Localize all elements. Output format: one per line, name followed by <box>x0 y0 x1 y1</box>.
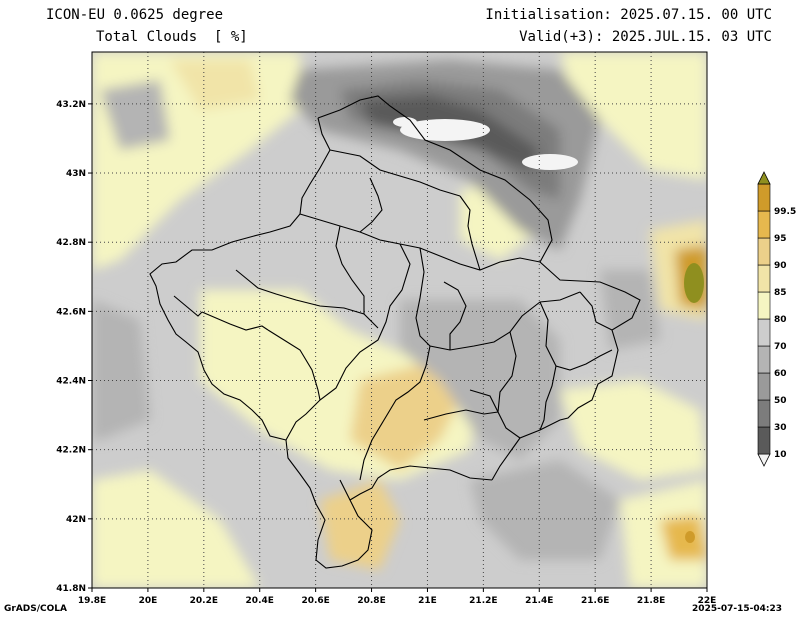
colorbar-swatch <box>757 318 771 347</box>
y-tick-label: 42.4N <box>56 377 86 387</box>
peak-cloud-patch <box>685 531 695 543</box>
clear-sky-patch <box>400 119 490 141</box>
x-tick-label: 21.8E <box>637 596 665 606</box>
map-title: ICON-EU 0.0625 degree <box>46 7 224 23</box>
colorbar-swatch <box>757 237 771 266</box>
initialisation-time: Initialisation: 2025.07.15. 00 UTC <box>485 7 772 23</box>
colorbar-swatch <box>757 426 771 455</box>
colorbar-swatch <box>757 264 771 293</box>
y-tick-label: 42.8N <box>56 238 86 248</box>
administrative-boundaries <box>149 95 641 569</box>
x-tick-label: 21.4E <box>525 596 553 606</box>
cloud-field <box>92 52 707 588</box>
colorbar-min-arrow <box>757 453 771 467</box>
x-tick-label: 20E <box>139 596 158 606</box>
x-tick-label: 21.2E <box>469 596 497 606</box>
y-tick-label: 42.6N <box>56 307 86 317</box>
x-tick-label: 21.6E <box>581 596 609 606</box>
colorbar-swatch <box>757 372 771 401</box>
x-tick-label: 22E <box>698 596 717 606</box>
colorbar-swatch <box>757 345 771 374</box>
x-axis: 19.8E 20E 20.2E 20.4E 20.6E 20.8E 21E 21.2E 21.4… <box>78 588 717 606</box>
colorbar-label: 60 <box>774 369 787 379</box>
colorbar-swatch <box>757 399 771 428</box>
credit-label: GrADS/COLA <box>4 604 67 614</box>
y-tick-label: 42N <box>66 515 86 525</box>
colorbar-label: 30 <box>774 423 787 433</box>
colorbar-label: 95 <box>774 234 787 244</box>
colorbar: 10 30 50 60 70 80 85 90 95 99.5 <box>757 171 796 467</box>
plot-frame <box>91 51 708 589</box>
x-tick-label: 19.8E <box>78 596 106 606</box>
map-subtitle: Total Clouds [ %] <box>96 29 248 45</box>
clear-sky-patch <box>393 117 417 127</box>
peak-cloud-patch <box>684 263 704 303</box>
colorbar-label: 99.5 <box>774 207 796 217</box>
colorbar-label: 50 <box>774 396 787 406</box>
x-tick-label: 20.8E <box>357 596 385 606</box>
colorbar-swatch <box>757 183 771 212</box>
colorbar-max-arrow <box>757 171 771 185</box>
colorbar-label: 70 <box>774 342 787 352</box>
y-tick-label: 42.2N <box>56 446 86 456</box>
y-tick-label: 43N <box>66 169 86 179</box>
colorbar-label: 90 <box>774 261 787 271</box>
colorbar-label: 10 <box>774 450 787 460</box>
x-tick-label: 20.4E <box>246 596 274 606</box>
colorbar-swatch <box>757 291 771 320</box>
x-tick-label: 21E <box>418 596 437 606</box>
x-tick-label: 20.6E <box>301 596 329 606</box>
x-tick-label: 20.2E <box>190 596 218 606</box>
y-axis: 43.2N 43N 42.8N 42.6N 42.4N 42.2N 42N 41.8N <box>56 100 92 594</box>
colorbar-label: 80 <box>774 315 787 325</box>
render-timestamp: 2025-07-15-04:23 <box>692 604 782 614</box>
colorbar-swatch <box>757 210 771 239</box>
colorbar-label: 85 <box>774 288 787 298</box>
valid-time: Valid(+3): 2025.JUL.15. 03 UTC <box>519 29 772 45</box>
y-tick-label: 43.2N <box>56 100 86 110</box>
clear-sky-patch <box>522 154 578 170</box>
y-tick-label: 41.8N <box>56 584 86 594</box>
